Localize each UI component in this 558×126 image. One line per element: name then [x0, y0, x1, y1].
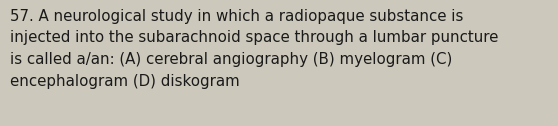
Text: 57. A neurological study in which a radiopaque substance is
injected into the su: 57. A neurological study in which a radi… [10, 9, 498, 89]
